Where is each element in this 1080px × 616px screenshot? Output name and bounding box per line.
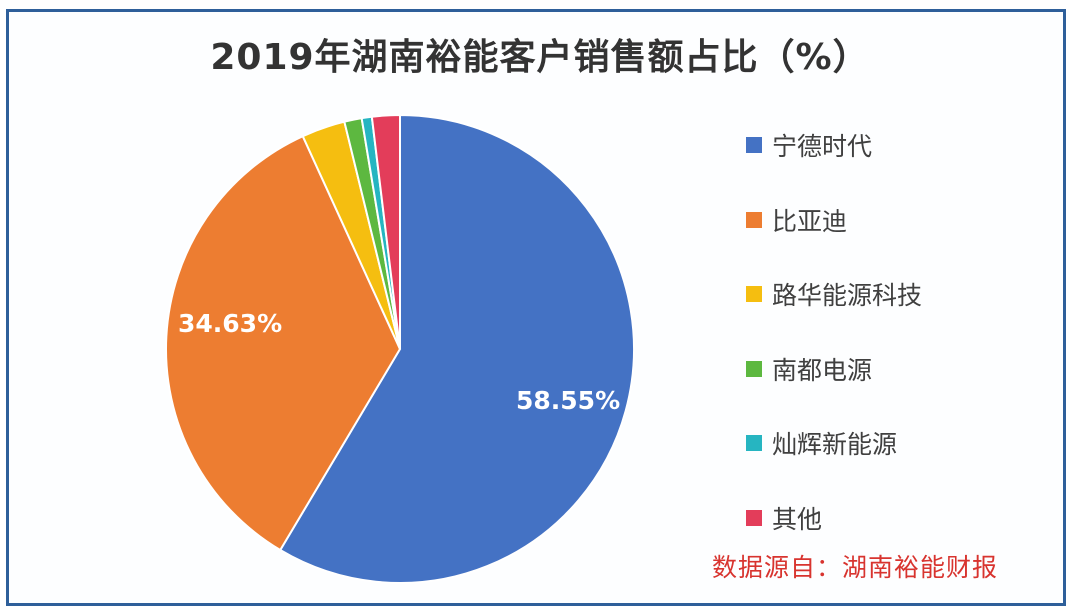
legend-item-byd[interactable]: 比亚迪 — [746, 183, 922, 258]
legend-label: 宁德时代 — [772, 132, 873, 162]
legend-label: 南都电源 — [772, 355, 873, 385]
legend-swatch-icon — [746, 509, 762, 526]
pie-slices — [165, 113, 635, 584]
legend-swatch-icon — [746, 211, 762, 228]
legend-swatch-icon — [746, 435, 762, 452]
legend-label: 灿辉新能源 — [772, 430, 898, 460]
legend-label: 比亚迪 — [772, 206, 848, 236]
legend-item-nandu[interactable]: 南都电源 — [746, 332, 922, 407]
legend-label: 其他 — [772, 504, 823, 534]
legend-swatch-icon — [746, 286, 762, 303]
pie-slice-other[interactable] — [370, 113, 401, 350]
legend-item-luhua[interactable]: 路华能源科技 — [746, 257, 922, 332]
legend-swatch-icon — [746, 137, 762, 154]
legend: 宁德时代 比亚迪 路华能源科技 南都电源 灿辉新能源 其他 — [746, 108, 922, 555]
legend-item-canhui[interactable]: 灿辉新能源 — [746, 406, 922, 481]
chart-title: 2019年湖南裕能客户销售额占比（%） — [210, 37, 870, 78]
data-label-ningde: 58.55% — [516, 386, 621, 415]
legend-swatch-icon — [746, 360, 762, 377]
legend-item-other[interactable]: 其他 — [746, 481, 922, 556]
data-label-byd: 34.63% — [178, 309, 283, 338]
pie-slice-ningde[interactable] — [278, 113, 635, 584]
legend-label: 路华能源科技 — [772, 281, 923, 311]
data-source-note: 数据源自：湖南裕能财报 — [712, 553, 999, 582]
legend-item-ningde[interactable]: 宁德时代 — [746, 108, 922, 183]
pie-slice-byd[interactable] — [165, 134, 402, 552]
